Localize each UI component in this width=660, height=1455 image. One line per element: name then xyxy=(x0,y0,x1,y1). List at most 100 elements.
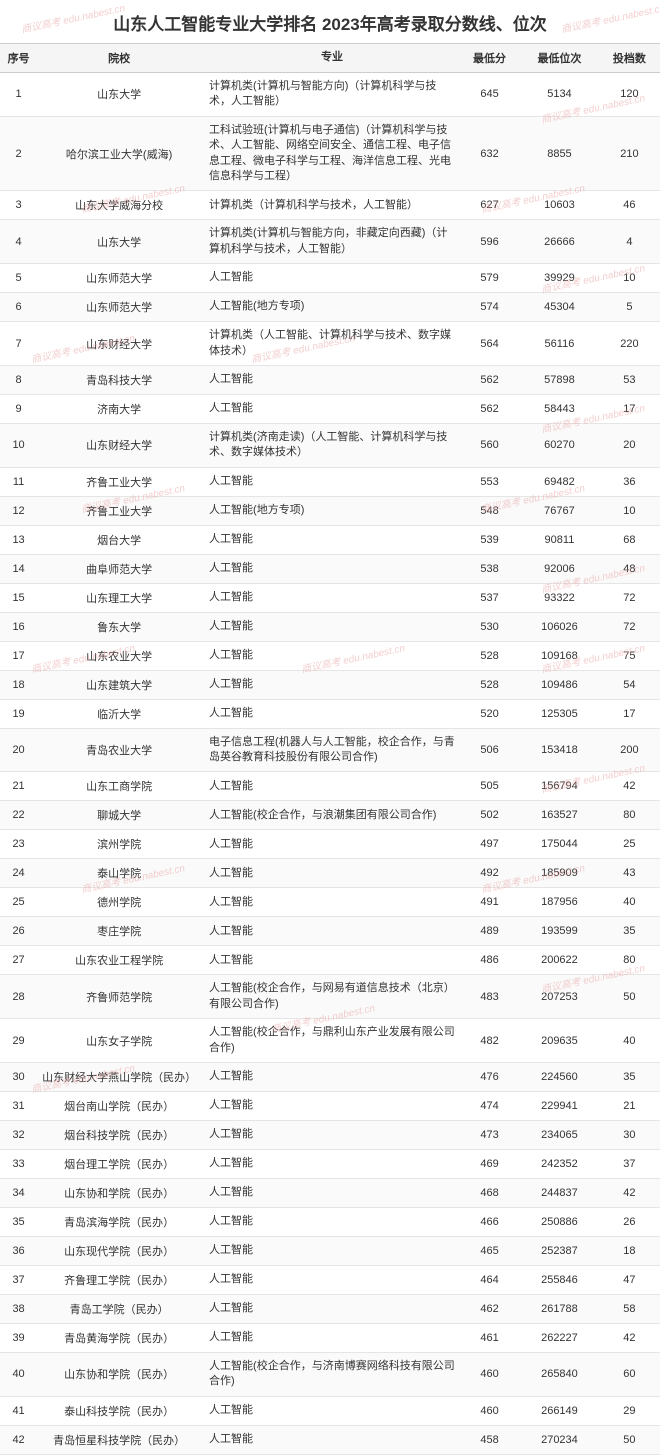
table-row: 23滨州学院人工智能49717504425 xyxy=(0,830,660,859)
cell-rank: 255846 xyxy=(520,1266,599,1295)
table-row: 35青岛滨海学院（民办）人工智能46625088626 xyxy=(0,1208,660,1237)
cell-count: 58 xyxy=(599,1295,660,1324)
cell-rank: 163527 xyxy=(520,801,599,830)
header-rank: 最低位次 xyxy=(520,44,599,73)
cell-rank: 45304 xyxy=(520,293,599,322)
cell-count: 26 xyxy=(599,1208,660,1237)
cell-school: 齐鲁师范学院 xyxy=(37,975,201,1019)
cell-major: 人工智能 xyxy=(201,1150,459,1179)
cell-school: 青岛科技大学 xyxy=(37,365,201,394)
cell-count: 43 xyxy=(599,859,660,888)
cell-rank: 69482 xyxy=(520,467,599,496)
cell-rank: 109486 xyxy=(520,670,599,699)
cell-rank: 125305 xyxy=(520,699,599,728)
cell-school: 烟台科技学院（民办） xyxy=(37,1121,201,1150)
cell-score: 492 xyxy=(459,859,520,888)
cell-school: 济南大学 xyxy=(37,394,201,423)
cell-count: 10 xyxy=(599,496,660,525)
cell-score: 530 xyxy=(459,612,520,641)
cell-rank: 250886 xyxy=(520,1208,599,1237)
cell-major: 人工智能 xyxy=(201,612,459,641)
cell-school: 山东协和学院（民办） xyxy=(37,1353,201,1397)
cell-major: 人工智能 xyxy=(201,525,459,554)
cell-major: 人工智能 xyxy=(201,1179,459,1208)
cell-school: 山东大学 xyxy=(37,73,201,117)
cell-rank: 92006 xyxy=(520,554,599,583)
cell-count: 4 xyxy=(599,220,660,264)
header-school: 院校 xyxy=(37,44,201,73)
cell-idx: 41 xyxy=(0,1396,37,1425)
ranking-table: 序号 院校 专业 最低分 最低位次 投档数 1山东大学计算机类(计算机与智能方向… xyxy=(0,43,660,1455)
cell-score: 491 xyxy=(459,888,520,917)
cell-major: 人工智能(校企合作，与浪潮集团有限公司合作) xyxy=(201,801,459,830)
cell-score: 483 xyxy=(459,975,520,1019)
cell-idx: 9 xyxy=(0,394,37,423)
cell-major: 人工智能 xyxy=(201,1396,459,1425)
cell-count: 40 xyxy=(599,888,660,917)
cell-score: 466 xyxy=(459,1208,520,1237)
cell-rank: 185909 xyxy=(520,859,599,888)
cell-school: 烟台理工学院（民办） xyxy=(37,1150,201,1179)
cell-major: 计算机类（人工智能、计算机科学与技术、数字媒体技术） xyxy=(201,322,459,366)
cell-major: 人工智能(校企合作，与网易有道信息技术（北京）有限公司合作) xyxy=(201,975,459,1019)
cell-school: 齐鲁理工学院（民办） xyxy=(37,1266,201,1295)
cell-school: 山东财经大学燕山学院（民办） xyxy=(37,1063,201,1092)
table-row: 34山东协和学院（民办）人工智能46824483742 xyxy=(0,1179,660,1208)
cell-idx: 21 xyxy=(0,772,37,801)
cell-school: 青岛滨海学院（民办） xyxy=(37,1208,201,1237)
cell-score: 548 xyxy=(459,496,520,525)
cell-count: 18 xyxy=(599,1237,660,1266)
cell-idx: 16 xyxy=(0,612,37,641)
cell-idx: 39 xyxy=(0,1324,37,1353)
cell-major: 人工智能 xyxy=(201,1237,459,1266)
cell-school: 山东师范大学 xyxy=(37,293,201,322)
cell-score: 574 xyxy=(459,293,520,322)
cell-major: 人工智能 xyxy=(201,1295,459,1324)
table-row: 42青岛恒星科技学院（民办）人工智能45827023450 xyxy=(0,1425,660,1454)
cell-rank: 93322 xyxy=(520,583,599,612)
table-row: 30山东财经大学燕山学院（民办）人工智能47622456035 xyxy=(0,1063,660,1092)
cell-idx: 31 xyxy=(0,1092,37,1121)
cell-idx: 28 xyxy=(0,975,37,1019)
cell-count: 35 xyxy=(599,917,660,946)
cell-count: 54 xyxy=(599,670,660,699)
table-row: 1山东大学计算机类(计算机与智能方向)（计算机科学与技术，人工智能）645513… xyxy=(0,73,660,117)
cell-score: 520 xyxy=(459,699,520,728)
cell-idx: 33 xyxy=(0,1150,37,1179)
table-header-row: 序号 院校 专业 最低分 最低位次 投档数 xyxy=(0,44,660,73)
cell-count: 36 xyxy=(599,467,660,496)
cell-major: 人工智能 xyxy=(201,1092,459,1121)
cell-major: 人工智能 xyxy=(201,699,459,728)
cell-rank: 200622 xyxy=(520,946,599,975)
table-row: 22聊城大学人工智能(校企合作，与浪潮集团有限公司合作)50216352780 xyxy=(0,801,660,830)
cell-count: 30 xyxy=(599,1121,660,1150)
cell-idx: 18 xyxy=(0,670,37,699)
cell-rank: 266149 xyxy=(520,1396,599,1425)
cell-score: 560 xyxy=(459,423,520,467)
cell-rank: 262227 xyxy=(520,1324,599,1353)
cell-count: 80 xyxy=(599,946,660,975)
cell-major: 人工智能(地方专项) xyxy=(201,496,459,525)
cell-idx: 32 xyxy=(0,1121,37,1150)
cell-score: 539 xyxy=(459,525,520,554)
cell-rank: 242352 xyxy=(520,1150,599,1179)
cell-score: 486 xyxy=(459,946,520,975)
cell-major: 计算机类(济南走读)（人工智能、计算机科学与技术、数字媒体技术） xyxy=(201,423,459,467)
table-row: 28齐鲁师范学院人工智能(校企合作，与网易有道信息技术（北京）有限公司合作)48… xyxy=(0,975,660,1019)
cell-count: 42 xyxy=(599,1324,660,1353)
cell-score: 506 xyxy=(459,728,520,772)
cell-idx: 5 xyxy=(0,264,37,293)
cell-major: 人工智能 xyxy=(201,917,459,946)
cell-major: 人工智能 xyxy=(201,946,459,975)
cell-major: 人工智能 xyxy=(201,641,459,670)
table-row: 15山东理工大学人工智能5379332272 xyxy=(0,583,660,612)
cell-major: 人工智能 xyxy=(201,1266,459,1295)
cell-count: 46 xyxy=(599,191,660,220)
cell-school: 山东建筑大学 xyxy=(37,670,201,699)
cell-score: 458 xyxy=(459,1425,520,1454)
table-row: 38青岛工学院（民办）人工智能46226178858 xyxy=(0,1295,660,1324)
cell-rank: 252387 xyxy=(520,1237,599,1266)
table-row: 17山东农业大学人工智能52810916875 xyxy=(0,641,660,670)
cell-school: 哈尔滨工业大学(威海) xyxy=(37,116,201,191)
cell-count: 80 xyxy=(599,801,660,830)
